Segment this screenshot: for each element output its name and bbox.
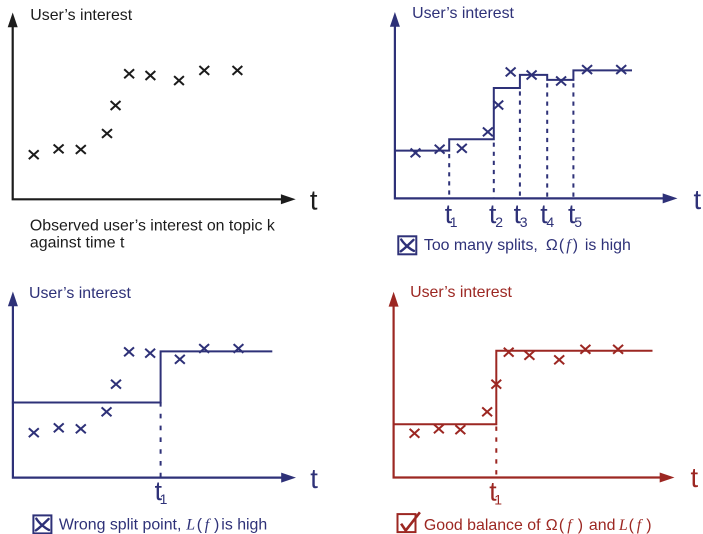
svg-text:5: 5	[574, 214, 582, 230]
svg-text:t: t	[489, 477, 497, 507]
svg-text:Wrong split point,L(f)is high: Wrong split point, L(f) is high	[59, 516, 267, 533]
svg-text:t: t	[310, 185, 318, 216]
svg-text:User’s interest: User’s interest	[29, 285, 131, 302]
svg-text:3: 3	[520, 214, 528, 230]
svg-text:User’s interest: User’s interest	[410, 284, 512, 301]
svg-text:t: t	[489, 199, 497, 229]
svg-text:1: 1	[160, 491, 168, 507]
svg-text:t: t	[540, 199, 548, 229]
svg-text:1: 1	[450, 214, 458, 230]
svg-text:2: 2	[495, 214, 503, 230]
svg-text:t: t	[514, 199, 522, 229]
svg-text:t: t	[310, 463, 318, 494]
svg-text:t: t	[568, 199, 576, 229]
svg-text:t: t	[155, 476, 163, 506]
svg-text:User’s interest: User’s interest	[30, 7, 132, 24]
svg-text:Observed user’s interest on to: Observed user’s interest on topic k	[30, 217, 275, 234]
svg-text:Too many splits,Ω(f)is high: Too many splits, Ω(f) is high	[424, 237, 631, 254]
svg-text:t: t	[694, 184, 702, 215]
svg-text:t: t	[691, 462, 699, 493]
svg-text:1: 1	[494, 492, 502, 508]
svg-text:4: 4	[546, 214, 554, 230]
svg-text:t: t	[445, 199, 453, 229]
svg-text:against time t: against time t	[30, 234, 125, 251]
svg-text:User’s interest: User’s interest	[412, 5, 514, 22]
